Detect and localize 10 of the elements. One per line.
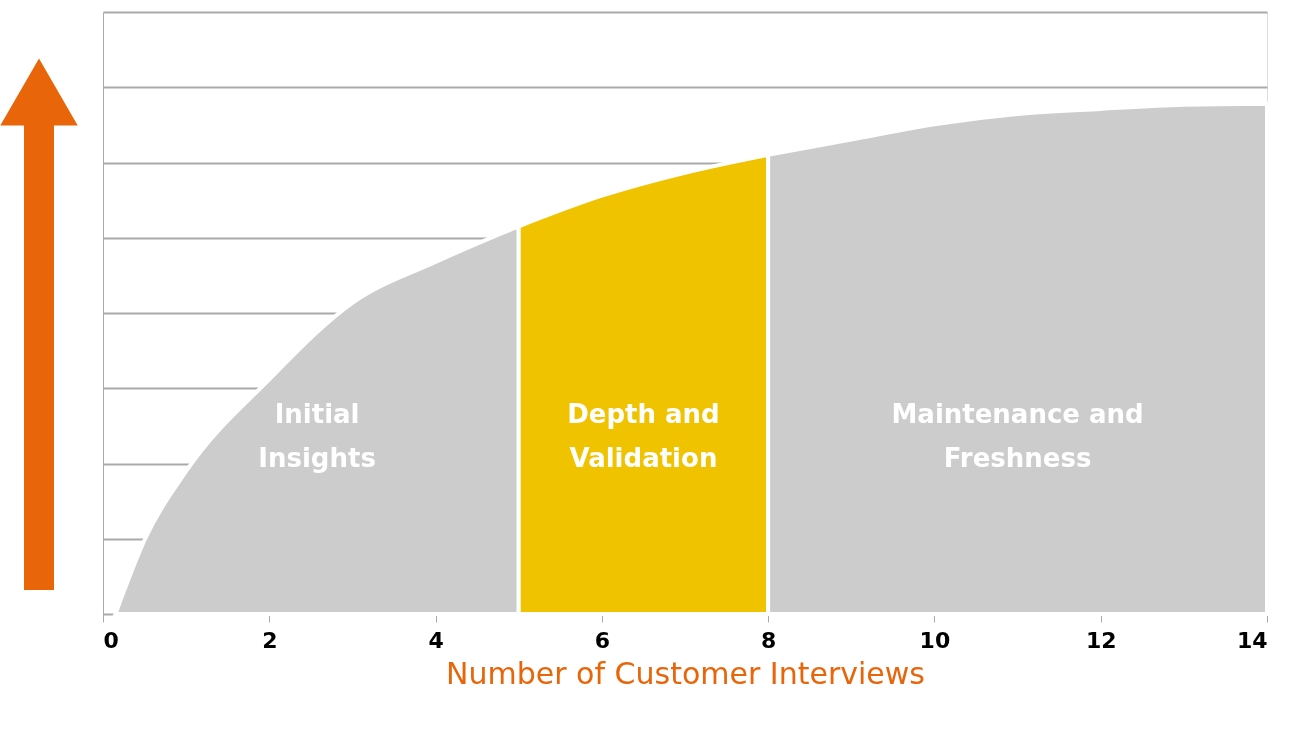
x-tick-label: 14 <box>1236 627 1268 653</box>
x-tick-label: 2 <box>262 627 278 653</box>
x-axis-title: Number of Customer Interviews <box>446 655 925 691</box>
x-tick-label: 6 <box>594 627 611 653</box>
x-tick-label: 10 <box>919 627 951 653</box>
x-tick-label: 4 <box>428 627 444 653</box>
x-tick-label: 12 <box>1085 627 1117 653</box>
x-tick-label: 0 <box>103 627 119 653</box>
series-label: Depth and Validation <box>567 399 720 474</box>
x-tick-label: 8 <box>760 627 777 653</box>
